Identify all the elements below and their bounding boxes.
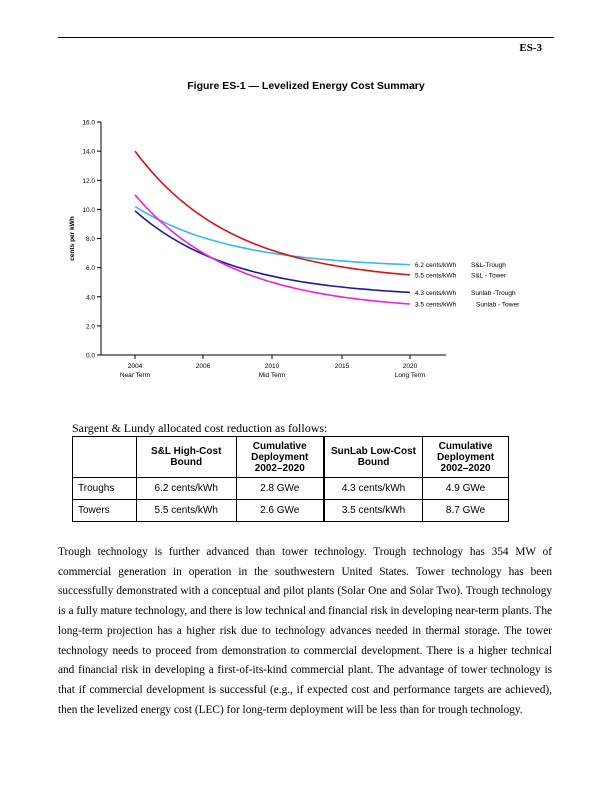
table-header-cell: S&L High-Cost Bound (135, 436, 237, 478)
series-end-label: 6.2 cents/kWh (415, 262, 457, 269)
y-tick-label: 16.0 (82, 120, 95, 127)
series-end-label: 4.3 cents/kWh (415, 290, 457, 297)
table-cell: 2.8 GWe (235, 477, 325, 500)
y-tick-label: 0.0 (86, 353, 95, 360)
x-tick-label: 2006 (196, 363, 211, 370)
table-cell: 2.6 GWe (235, 499, 325, 522)
table-cell: Troughs (72, 477, 137, 500)
table-intro: Sargent & Lundy allocated cost reduction… (72, 421, 328, 435)
table-cell: Towers (72, 499, 137, 522)
body-paragraph: Trough technology is further advanced th… (58, 546, 552, 716)
y-tick-label: 14.0 (82, 149, 95, 156)
x-tick-sublabel: Mid Term (259, 372, 286, 379)
y-tick-label: 8.0 (86, 236, 95, 243)
y-tick-label: 10.0 (82, 207, 95, 214)
x-tick-label: 2015 (335, 363, 350, 370)
series-line (134, 210, 411, 294)
x-tick-label: 2020 (403, 363, 418, 370)
table-header-cell: Cumulative Deployment 2002–2020 (235, 436, 325, 478)
series-line (134, 205, 411, 266)
y-tick-label: 4.0 (86, 294, 95, 301)
table-cell: 4.3 cents/kWh (322, 477, 424, 500)
table-cell: 4.9 GWe (422, 477, 509, 500)
series-line (134, 150, 411, 276)
x-tick-label: 2004 (128, 363, 143, 370)
x-tick-sublabel: Long Term (395, 372, 426, 379)
table-cell: 3.5 cents/kWh (322, 499, 424, 522)
table-row: Towers 5.5 cents/kWh 2.6 GWe 3.5 cents/k… (72, 499, 509, 522)
levelized-cost-chart: 0.0 2.0 4.0 6.0 8.0 10.0 12.0 14.0 16.0 2004 Near … (69, 120, 520, 380)
table-row: Troughs 6.2 cents/kWh 2.8 GWe 4.3 cents/… (72, 477, 509, 500)
series-line (134, 194, 411, 305)
series-end-label: 3.5 cents/kWh (415, 302, 457, 309)
table-cell: 6.2 cents/kWh (135, 477, 237, 500)
x-tick-sublabel: Near Term (120, 372, 150, 379)
page-number: ES-3 (519, 42, 542, 54)
legend-entry: S&L - Tower (471, 272, 507, 279)
x-tick-label: 2010 (265, 363, 280, 370)
cost-reduction-table: S&L High-Cost Bound Cumulative Deploymen… (72, 436, 509, 522)
y-tick-label: 12.0 (82, 178, 95, 185)
header-rule (58, 37, 554, 38)
figure-title: Figure ES-1 — Levelized Energy Cost Summ… (187, 80, 425, 92)
table-cell: 5.5 cents/kWh (135, 499, 237, 522)
table-header-cell: Cumulative Deployment 2002–2020 (422, 436, 509, 478)
legend-entry: S&L-Trough (471, 262, 506, 269)
y-tick-label: 2.0 (86, 323, 95, 330)
table-header-row: S&L High-Cost Bound Cumulative Deploymen… (72, 436, 509, 478)
y-axis-title: cents per kWh (69, 216, 76, 260)
legend-entry: Sunlab -Trough (471, 290, 516, 297)
legend-entry: Sunlab - Tower (476, 302, 520, 309)
series-end-label: 5.5 cents/kWh (415, 272, 457, 279)
table-header-cell: SunLab Low-Cost Bound (322, 436, 424, 478)
y-tick-label: 6.0 (86, 265, 95, 272)
table-cell: 8.7 GWe (422, 499, 509, 522)
table-header-cell (72, 436, 137, 478)
